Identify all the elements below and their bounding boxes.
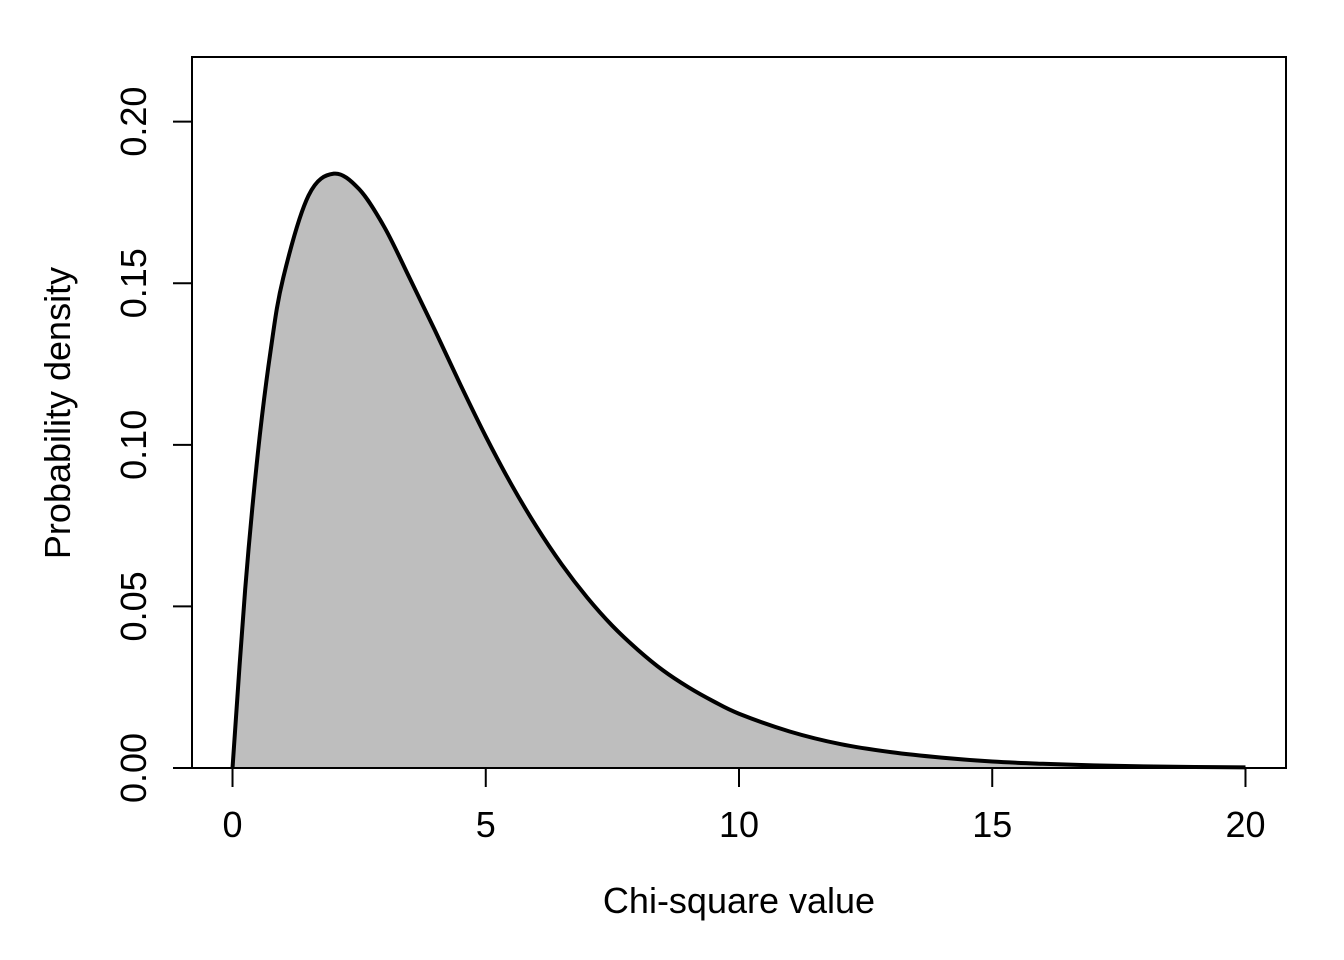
y-tick-label: 0.10 [113, 410, 154, 480]
y-tick-label: 0.00 [113, 733, 154, 803]
x-tick-label: 15 [972, 804, 1012, 845]
y-tick-label: 0.15 [113, 248, 154, 318]
x-axis: 0 5 10 15 20 [223, 767, 1266, 845]
x-axis-label: Chi-square value [603, 880, 875, 921]
x-tick-label: 10 [719, 804, 759, 845]
y-tick-label: 0.20 [113, 87, 154, 157]
y-axis: 0.00 0.05 0.10 0.15 0.20 [113, 87, 193, 803]
density-curve [230, 171, 1246, 770]
x-tick-label: 5 [476, 804, 496, 845]
y-axis-label: Probability density [37, 267, 78, 559]
x-tick-label: 0 [223, 804, 243, 845]
x-tick-label: 20 [1225, 804, 1265, 845]
density-area [232, 173, 1246, 768]
y-tick-label: 0.05 [113, 571, 154, 641]
